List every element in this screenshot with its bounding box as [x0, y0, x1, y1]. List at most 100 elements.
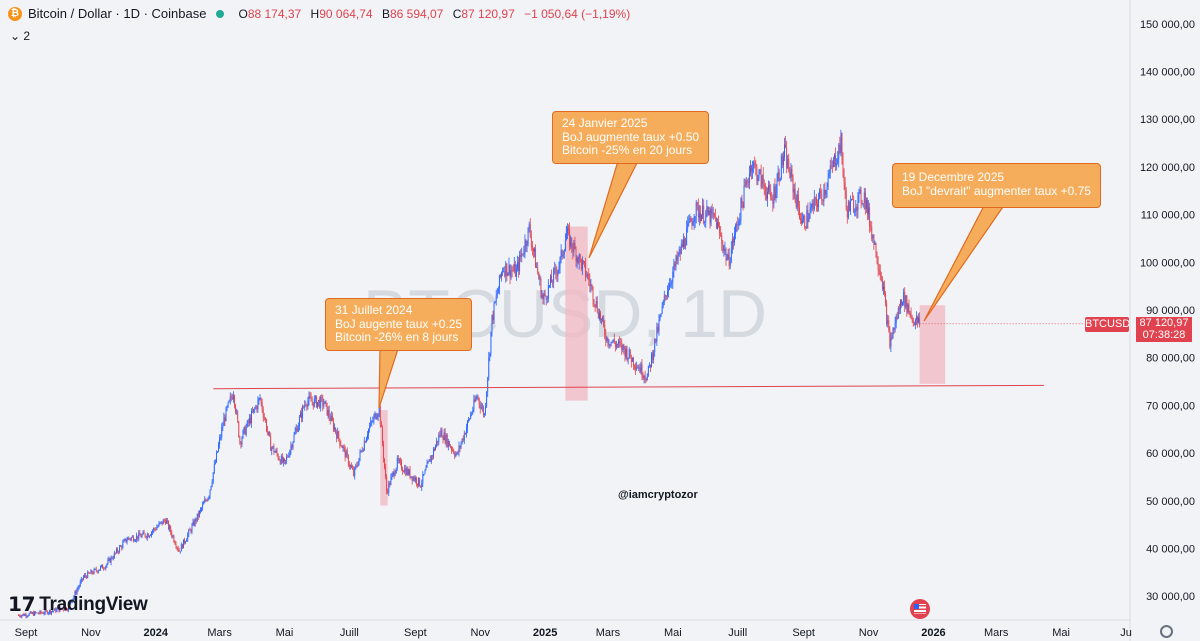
candle-body: [748, 173, 750, 183]
candle-body: [584, 261, 585, 264]
candle-body: [140, 535, 142, 538]
y-axis[interactable]: 30 000,00 40 000,00 50 000,00 60 000,00 70 0…: [1140, 19, 1195, 603]
candle-body: [859, 189, 861, 191]
candle-body: [661, 305, 663, 314]
candle-body: [111, 557, 113, 559]
candle-body: [844, 182, 846, 191]
candle-body: [688, 221, 690, 223]
candle-body: [872, 234, 874, 239]
candle-body: [884, 286, 885, 294]
y-tick-label: 30 000,00: [1146, 591, 1195, 603]
candle-body: [674, 263, 676, 267]
candle-body: [231, 397, 233, 400]
candle-body: [478, 398, 480, 404]
candle-body: [754, 162, 756, 165]
candle-body: [498, 274, 500, 289]
candle-body: [610, 341, 612, 346]
candle-body: [721, 235, 723, 244]
x-axis[interactable]: Sept Nov 2024 Mars Mai Juill Sept Nov 2025 Mars Ma…: [15, 627, 1132, 639]
candle-body: [714, 216, 716, 218]
candle-body: [669, 283, 671, 290]
candle-body: [712, 213, 714, 214]
candle-body: [564, 240, 566, 251]
candle-body: [409, 469, 411, 478]
candle-body: [34, 611, 35, 616]
candle-body: [806, 210, 808, 228]
candle-body: [27, 615, 29, 617]
candle-body: [109, 558, 111, 563]
candle-body: [215, 452, 217, 462]
candle-body: [898, 308, 900, 310]
candle-body: [515, 268, 517, 277]
candle-body: [312, 401, 314, 407]
candle-body: [870, 226, 872, 228]
candle-body: [298, 417, 300, 426]
candle-body: [875, 242, 877, 258]
candle-body: [325, 401, 327, 403]
indicators-toggle[interactable]: ⌄ 2: [10, 29, 31, 43]
candle-body: [195, 518, 197, 521]
candle-body: [318, 399, 320, 403]
candle-body: [450, 446, 451, 448]
candle-body: [93, 568, 95, 574]
candle-body: [594, 304, 596, 307]
x-tick-label: Nov: [81, 627, 101, 639]
candle-body: [361, 450, 363, 452]
candle-body: [30, 611, 32, 614]
candle-body: [475, 397, 477, 402]
candle-body: [21, 615, 23, 617]
candle-body: [591, 285, 593, 288]
candle-body: [552, 282, 554, 284]
y-tick-label: 60 000,00: [1146, 448, 1195, 460]
candle-body: [731, 238, 733, 249]
candle-body: [791, 168, 793, 177]
candle-body: [527, 227, 529, 245]
candle-body: [384, 458, 385, 468]
candle-body: [232, 395, 234, 400]
candle-body: [330, 415, 332, 421]
y-tick-label: 80 000,00: [1146, 353, 1195, 365]
candle-body: [715, 217, 717, 229]
candle-body: [471, 412, 473, 415]
candle-body: [491, 314, 493, 332]
gear-icon[interactable]: [1160, 625, 1173, 638]
candle-body: [759, 169, 761, 171]
tradingview-logo[interactable]: 𝟭𝟳 TradingView: [8, 593, 148, 617]
candle-body: [677, 254, 679, 261]
symbol-title[interactable]: Bitcoin / Dollar · 1D · Coinbase: [28, 6, 207, 21]
candle-body: [67, 610, 68, 611]
candle-body: [860, 189, 862, 204]
us-flag-event-icon[interactable]: [910, 599, 930, 619]
candle-body: [373, 416, 375, 422]
candle-body: [336, 432, 338, 439]
candle-body: [257, 400, 259, 410]
candle-body: [822, 199, 824, 201]
candle-body: [826, 187, 828, 191]
candle-body: [23, 614, 25, 616]
candle-body: [869, 207, 871, 227]
candle-body: [521, 253, 523, 257]
candle-body: [248, 417, 250, 423]
candle-body: [141, 534, 143, 538]
candle-body: [428, 459, 430, 462]
candle-body: [160, 521, 162, 523]
candle-body: [437, 440, 439, 443]
candle-body: [720, 232, 722, 236]
candle-body: [775, 192, 777, 199]
candle-body: [89, 573, 91, 575]
candle-body: [419, 477, 421, 486]
candle-body: [69, 602, 71, 605]
candle-body: [125, 538, 127, 543]
candle-body: [795, 196, 797, 208]
candle-body: [51, 611, 52, 614]
candle-body: [528, 224, 530, 228]
candle-body: [439, 435, 441, 436]
author-handle: @iamcryptozor: [618, 489, 698, 501]
candle-body: [506, 263, 508, 276]
candle-body: [774, 186, 776, 199]
candle-body: [520, 254, 522, 257]
candle-body: [267, 430, 268, 432]
callout-december-2025: 19 Decembre 2025 BoJ "devrait" augmenter…: [892, 163, 1101, 208]
